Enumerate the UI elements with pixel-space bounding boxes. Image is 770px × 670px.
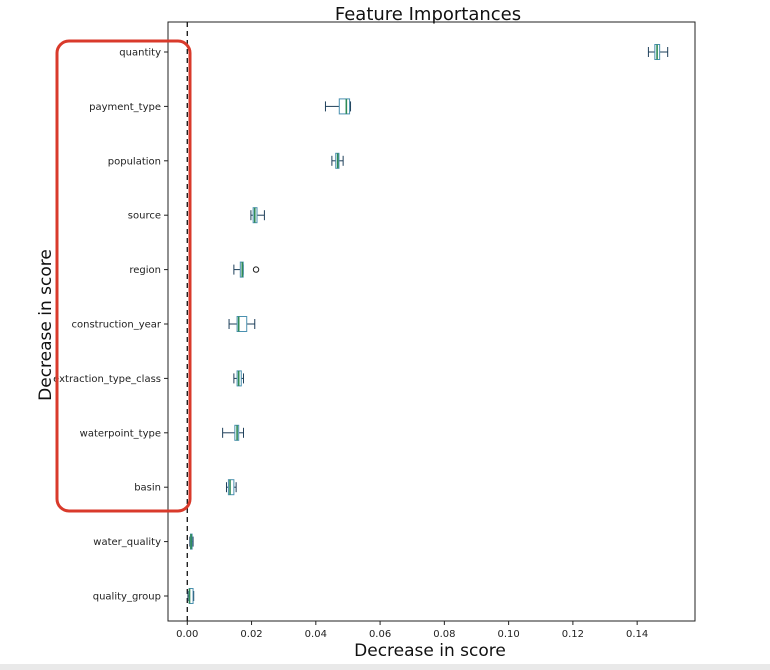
plot-frame: [167, 21, 696, 622]
highlight-box: [55, 39, 192, 513]
x-axis-label: Decrease in score: [354, 641, 506, 661]
x-tick-label: 0.08: [433, 629, 455, 640]
category-label: quality_group: [93, 592, 161, 603]
x-tick-label: 0.00: [176, 629, 198, 640]
category-label: waterpoint_type: [80, 428, 161, 439]
y-axis-label: Decrease in score: [36, 249, 56, 401]
box-iqr: [338, 98, 351, 115]
category-label: payment_type: [89, 102, 161, 113]
x-tick-label: 0.12: [562, 629, 584, 640]
category-label: water_quality: [93, 537, 161, 548]
category-label: extraction_type_class: [53, 374, 161, 385]
outlier-point: [252, 266, 260, 273]
x-tick-label: 0.14: [626, 629, 648, 640]
box-iqr: [236, 316, 248, 332]
chart-title: Feature Importances: [335, 4, 521, 25]
box-iqr: [227, 479, 235, 496]
category-label: construction_year: [72, 320, 162, 331]
category-label: basin: [134, 483, 161, 494]
x-tick-label: 0.04: [305, 629, 327, 640]
category-label: region: [129, 265, 161, 276]
category-label: quantity: [119, 48, 161, 59]
category-label: source: [128, 211, 161, 222]
x-tick-label: 0.06: [369, 629, 391, 640]
category-label: population: [108, 156, 161, 167]
x-tick-label: 0.02: [240, 629, 262, 640]
chart-marks: 0.00 0.02 0.04 0.06 0.08 0.10 0.12 0.14 quantity…: [53, 22, 669, 640]
bottom-strip: [0, 664, 770, 670]
x-tick-label: 0.10: [497, 629, 519, 640]
